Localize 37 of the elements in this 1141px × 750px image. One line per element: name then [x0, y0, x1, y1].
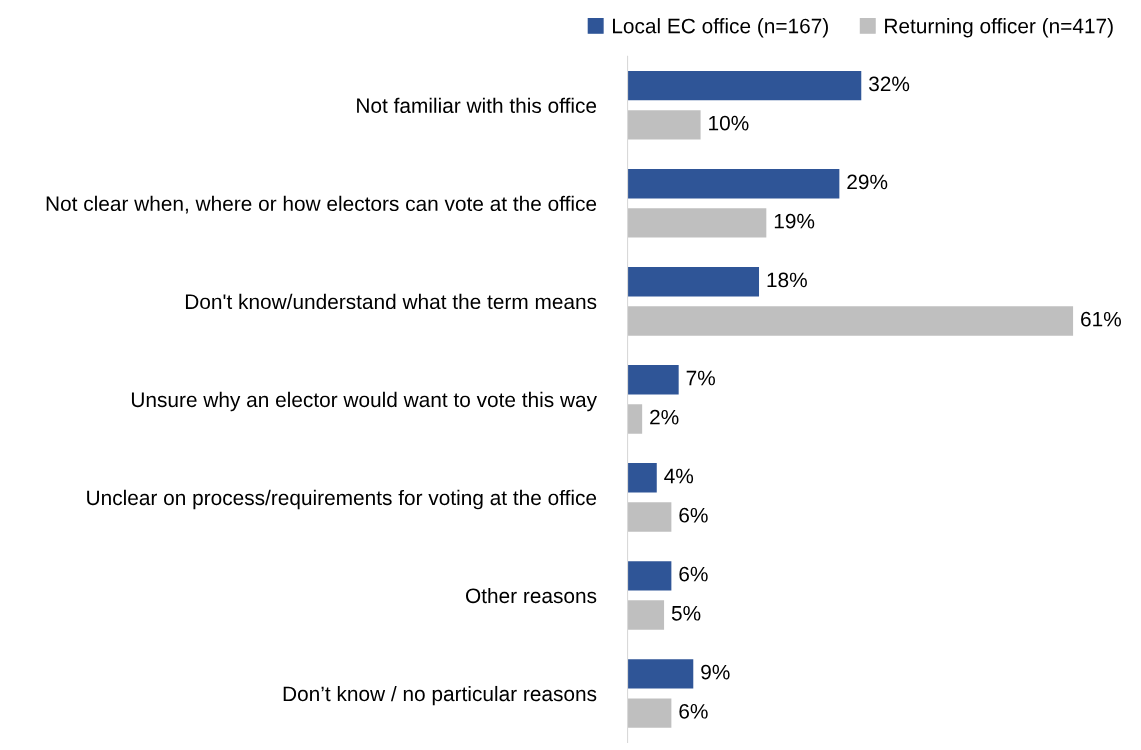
- y-tick-label: Not clear when, where or how electors can vote at the office: [46, 195, 597, 214]
- bar: [627, 502, 672, 532]
- data-label: 7%: [686, 370, 715, 386]
- data-label: 29%: [847, 174, 888, 190]
- bar: [627, 306, 1074, 336]
- bar: [627, 404, 643, 434]
- y-tick-label: Unsure why an elector would want to vote this way: [131, 391, 597, 412]
- y-tick-label: Unclear on process/requirements for voting at the office: [87, 489, 597, 510]
- data-label: 6%: [679, 703, 708, 719]
- bar: [627, 561, 672, 591]
- data-label: 6%: [679, 566, 708, 582]
- data-label: 61%: [1081, 311, 1121, 327]
- data-label: 32%: [869, 76, 910, 92]
- y-tick-label: Don’t know / no particular reasons: [283, 685, 597, 706]
- bar: [627, 110, 701, 140]
- y-tick-label: Other reasons: [465, 587, 597, 604]
- bar: [627, 267, 760, 297]
- bar: [627, 659, 694, 689]
- data-label: 10%: [709, 115, 749, 131]
- bar: [627, 698, 672, 728]
- bar: [627, 365, 679, 395]
- data-label: 4%: [664, 468, 694, 484]
- y-tick-label: Don't know/understand what the term means: [185, 293, 597, 310]
- data-label: 6%: [679, 507, 708, 523]
- data-label: 9%: [701, 664, 730, 680]
- data-label: 18%: [767, 272, 807, 288]
- legend-label: Returning officer (n=417): [885, 18, 1113, 38]
- data-label: 2%: [650, 409, 679, 425]
- bar: [627, 600, 665, 630]
- data-label: 19%: [774, 213, 815, 229]
- y-tick-label: Not familiar with this office: [357, 97, 597, 114]
- bar: [627, 70, 862, 101]
- bar: [627, 168, 840, 199]
- bar: [627, 463, 657, 493]
- data-label: 5%: [671, 605, 701, 621]
- legend-label: Local EC office (n=167): [613, 18, 828, 38]
- bar: [627, 208, 767, 238]
